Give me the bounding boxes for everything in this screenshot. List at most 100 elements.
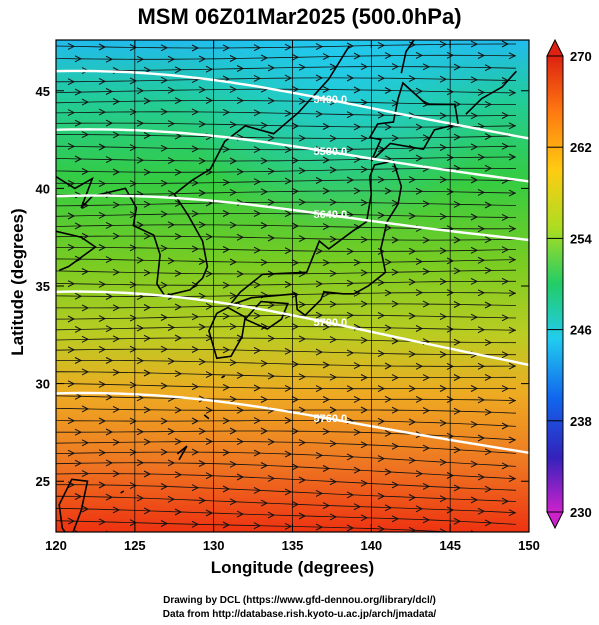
- wind-arrowhead: [353, 52, 362, 60]
- wind-arrowhead: [191, 448, 200, 456]
- x-axis-ticks: 120 125 130 135 140 145 150: [45, 40, 540, 553]
- wind-arrowhead: [167, 495, 176, 503]
- wind-arrowhead: [439, 112, 448, 120]
- wind-arrowhead: [136, 357, 145, 365]
- wind-arrowhead: [112, 368, 121, 376]
- wind-arrowhead: [267, 372, 276, 380]
- wind-arrowhead: [329, 235, 338, 243]
- wind-arrowhead: [508, 475, 517, 483]
- wind-arrowhead: [291, 427, 300, 435]
- streamline: [56, 77, 517, 83]
- wind-arrowhead: [267, 438, 276, 446]
- wind-arrowhead: [284, 43, 293, 51]
- wind-arrowhead: [415, 51, 424, 59]
- wind-arrowhead: [112, 405, 121, 413]
- wind-arrowhead: [67, 380, 76, 388]
- wind-arrowhead: [453, 338, 462, 346]
- wind-arrowhead: [384, 395, 393, 403]
- wind-arrowhead: [385, 537, 391, 543]
- wind-arrowhead: [261, 533, 267, 539]
- wind-arrowhead: [477, 225, 486, 233]
- wind-arrowhead: [129, 381, 138, 389]
- wind-arrowhead: [229, 292, 238, 300]
- wind-arrowhead: [360, 374, 369, 381]
- wind-arrowhead: [391, 374, 400, 382]
- wind-arrowhead: [222, 246, 231, 253]
- wind-arrowhead: [98, 417, 107, 425]
- x-tick-label: 150: [518, 538, 540, 553]
- wind-arrowhead: [291, 53, 300, 61]
- wind-arrowhead: [236, 270, 245, 278]
- wind-arrowhead: [160, 520, 169, 527]
- wind-arrowhead: [377, 247, 386, 255]
- wind-arrowhead: [129, 345, 138, 353]
- wind-arrowhead: [136, 494, 145, 502]
- wind-arrowhead: [322, 428, 331, 436]
- wind-arrowhead: [236, 65, 245, 72]
- wind-arrowhead: [143, 369, 152, 377]
- streamline: [56, 326, 517, 331]
- wind-arrowhead: [105, 55, 114, 63]
- wind-arrowhead: [267, 167, 276, 175]
- wind-arrowhead: [384, 87, 393, 94]
- wind-arrowhead: [446, 257, 455, 265]
- wind-arrowhead: [377, 211, 386, 219]
- wind-arrowhead: [198, 189, 207, 197]
- wind-arrowhead: [198, 120, 207, 128]
- wind-arrowhead: [477, 434, 486, 442]
- wind-arrowhead: [136, 87, 145, 95]
- wind-arrowhead: [253, 146, 262, 154]
- wind-arrowhead: [81, 268, 90, 275]
- wind-arrowhead: [346, 349, 355, 357]
- height-contour-label: 5700.0: [314, 317, 348, 329]
- wind-arrowhead: [329, 300, 338, 308]
- wind-arrowhead: [229, 55, 238, 62]
- wind-arrowhead: [260, 323, 269, 330]
- wind-arrowhead: [198, 460, 207, 467]
- wind-arrowhead: [391, 481, 400, 489]
- wind-arrowhead: [329, 336, 338, 344]
- colorbar-min-arrow: [546, 511, 564, 530]
- wind-arrowhead: [422, 63, 431, 71]
- wind-arrowhead: [284, 210, 293, 218]
- wind-arrowhead: [453, 63, 462, 71]
- wind-arrowhead: [322, 123, 331, 130]
- streamline: [56, 280, 516, 286]
- wind-arrowhead: [298, 97, 307, 105]
- wind-arrowhead: [415, 154, 424, 162]
- wind-arrowhead: [477, 362, 486, 370]
- coastline-segment: [203, 414, 210, 420]
- wind-arrowhead: [439, 458, 448, 466]
- wind-arrowhead: [74, 459, 83, 467]
- coastline-segment: [56, 230, 97, 272]
- wind-arrowhead: [322, 465, 331, 472]
- colorbar-tick-label: 230: [570, 505, 592, 520]
- wind-arrowhead: [377, 350, 386, 358]
- wind-arrowhead: [422, 444, 431, 452]
- wind-arrowhead: [408, 350, 417, 358]
- wind-arrowhead: [136, 459, 145, 467]
- wind-arrowhead: [508, 289, 517, 297]
- wind-arrowhead: [501, 40, 510, 48]
- wind-arrowhead: [167, 428, 176, 435]
- wind-arrowhead: [291, 85, 300, 93]
- wind-arrowhead: [253, 312, 262, 320]
- wind-arrowhead: [408, 176, 417, 184]
- wind-arrowhead: [346, 524, 355, 532]
- wind-arrowhead: [253, 109, 262, 117]
- wind-arrowhead: [484, 373, 493, 381]
- wind-arrowhead: [191, 245, 200, 253]
- wind-arrowhead: [291, 187, 300, 195]
- wind-arrowhead: [439, 313, 448, 321]
- wind-arrowhead: [501, 385, 510, 393]
- wind-arrowhead: [253, 486, 262, 494]
- wind-arrowhead: [260, 499, 269, 507]
- wind-arrowhead: [508, 256, 517, 264]
- wind-arrowhead: [329, 269, 338, 277]
- wind-arrowhead: [105, 256, 114, 264]
- wind-arrowhead: [377, 279, 386, 287]
- coastline-segment: [228, 160, 403, 317]
- wind-arrowhead: [267, 511, 276, 519]
- wind-arrowhead: [143, 269, 152, 277]
